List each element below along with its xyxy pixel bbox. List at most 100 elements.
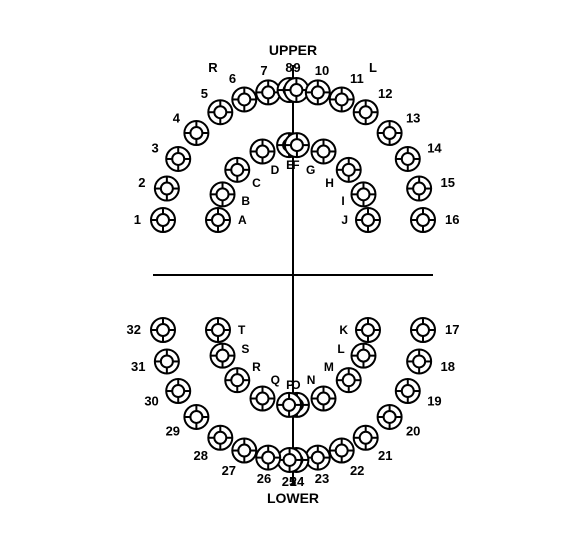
tooth-label: 9 — [293, 60, 300, 75]
tooth — [206, 318, 230, 342]
tooth — [311, 387, 335, 411]
dental-chart: UPPERLOWERRL12345678910111213141516ABCDE… — [83, 25, 503, 525]
tooth-label: 25 — [281, 474, 295, 489]
tooth — [232, 87, 256, 111]
tooth — [305, 446, 329, 470]
tooth — [250, 387, 274, 411]
tooth-label: 18 — [440, 359, 454, 374]
tooth — [154, 177, 178, 201]
tooth-label: S — [241, 342, 249, 356]
tooth-label: 5 — [200, 86, 207, 101]
tooth — [154, 349, 178, 373]
tooth-label: R — [252, 360, 261, 374]
tooth-label: L — [337, 342, 344, 356]
tooth-label: G — [306, 163, 315, 177]
tooth — [284, 78, 308, 102]
tooth-label: F — [292, 158, 299, 172]
tooth-label: 21 — [377, 448, 391, 463]
tooth-label: A — [238, 213, 247, 227]
tooth — [210, 344, 234, 368]
tooth-label: 1 — [133, 212, 140, 227]
tooth-label: 13 — [405, 110, 419, 125]
tooth — [256, 446, 280, 470]
tooth-label: T — [238, 323, 246, 337]
tooth — [208, 426, 232, 450]
tooth — [225, 158, 249, 182]
tooth-label: 22 — [349, 463, 363, 478]
tooth — [407, 349, 431, 373]
tooth-label: 19 — [427, 393, 441, 408]
tooth-label: B — [241, 194, 250, 208]
tooth-label: Q — [270, 373, 279, 387]
tooth — [395, 379, 419, 403]
tooth — [377, 405, 401, 429]
tooth-label: 23 — [314, 471, 328, 486]
tooth — [356, 318, 380, 342]
tooth-label: 27 — [221, 463, 235, 478]
tooth — [395, 147, 419, 171]
tooth — [277, 393, 301, 417]
tooth-label: 2 — [138, 175, 145, 190]
tooth — [166, 147, 190, 171]
tooth-label: 26 — [256, 471, 270, 486]
tooth-label: 3 — [151, 141, 158, 156]
tooth — [356, 208, 380, 232]
tooth — [336, 368, 360, 392]
tooth — [336, 158, 360, 182]
tooth-label: 29 — [165, 424, 179, 439]
tooth-label: 28 — [193, 448, 207, 463]
tooth-label: D — [270, 163, 279, 177]
tooth — [208, 100, 232, 124]
dental-chart-page: UPPERLOWERRL12345678910111213141516ABCDE… — [0, 0, 585, 550]
tooth — [329, 87, 353, 111]
tooth — [407, 177, 431, 201]
tooth — [411, 208, 435, 232]
tooth — [210, 182, 234, 206]
tooth-label: K — [339, 323, 348, 337]
tooth-label: 32 — [126, 322, 140, 337]
tooth — [256, 80, 280, 104]
tooth — [353, 426, 377, 450]
tooth — [206, 208, 230, 232]
chart-svg: UPPERLOWERRL12345678910111213141516ABCDE… — [83, 25, 503, 525]
tooth-label: 10 — [314, 63, 328, 78]
tooth-label: 30 — [144, 393, 158, 408]
right-label: R — [208, 60, 218, 75]
tooth-label: M — [323, 360, 333, 374]
tooth — [250, 139, 274, 163]
tooth — [311, 139, 335, 163]
tooth — [277, 448, 301, 472]
tooth — [284, 133, 308, 157]
tooth-label: 12 — [377, 86, 391, 101]
left-label: L — [369, 60, 377, 75]
tooth-label: 16 — [445, 212, 459, 227]
tooth — [329, 439, 353, 463]
tooth-label: 11 — [349, 71, 363, 86]
tooth — [351, 182, 375, 206]
tooth-label: 17 — [445, 322, 459, 337]
tooth — [184, 121, 208, 145]
tooth — [305, 80, 329, 104]
tooth — [151, 318, 175, 342]
tooth-label: 31 — [131, 359, 145, 374]
tooth — [166, 379, 190, 403]
tooth — [232, 439, 256, 463]
tooth-label: 8 — [285, 60, 292, 75]
tooth-label: J — [341, 213, 348, 227]
tooth-label: H — [325, 176, 334, 190]
tooth-label: 7 — [260, 63, 267, 78]
tooth-label: N — [306, 373, 315, 387]
tooth-label: 15 — [440, 175, 454, 190]
tooth-label: 6 — [228, 71, 235, 86]
tooth-label: 20 — [405, 424, 419, 439]
tooth — [151, 208, 175, 232]
lower-label: LOWER — [266, 490, 318, 506]
upper-label: UPPER — [268, 42, 316, 58]
tooth — [225, 368, 249, 392]
tooth-label: 14 — [427, 141, 442, 156]
tooth-label: C — [252, 176, 261, 190]
tooth — [353, 100, 377, 124]
tooth — [411, 318, 435, 342]
tooth-label: 4 — [172, 110, 180, 125]
tooth — [351, 344, 375, 368]
